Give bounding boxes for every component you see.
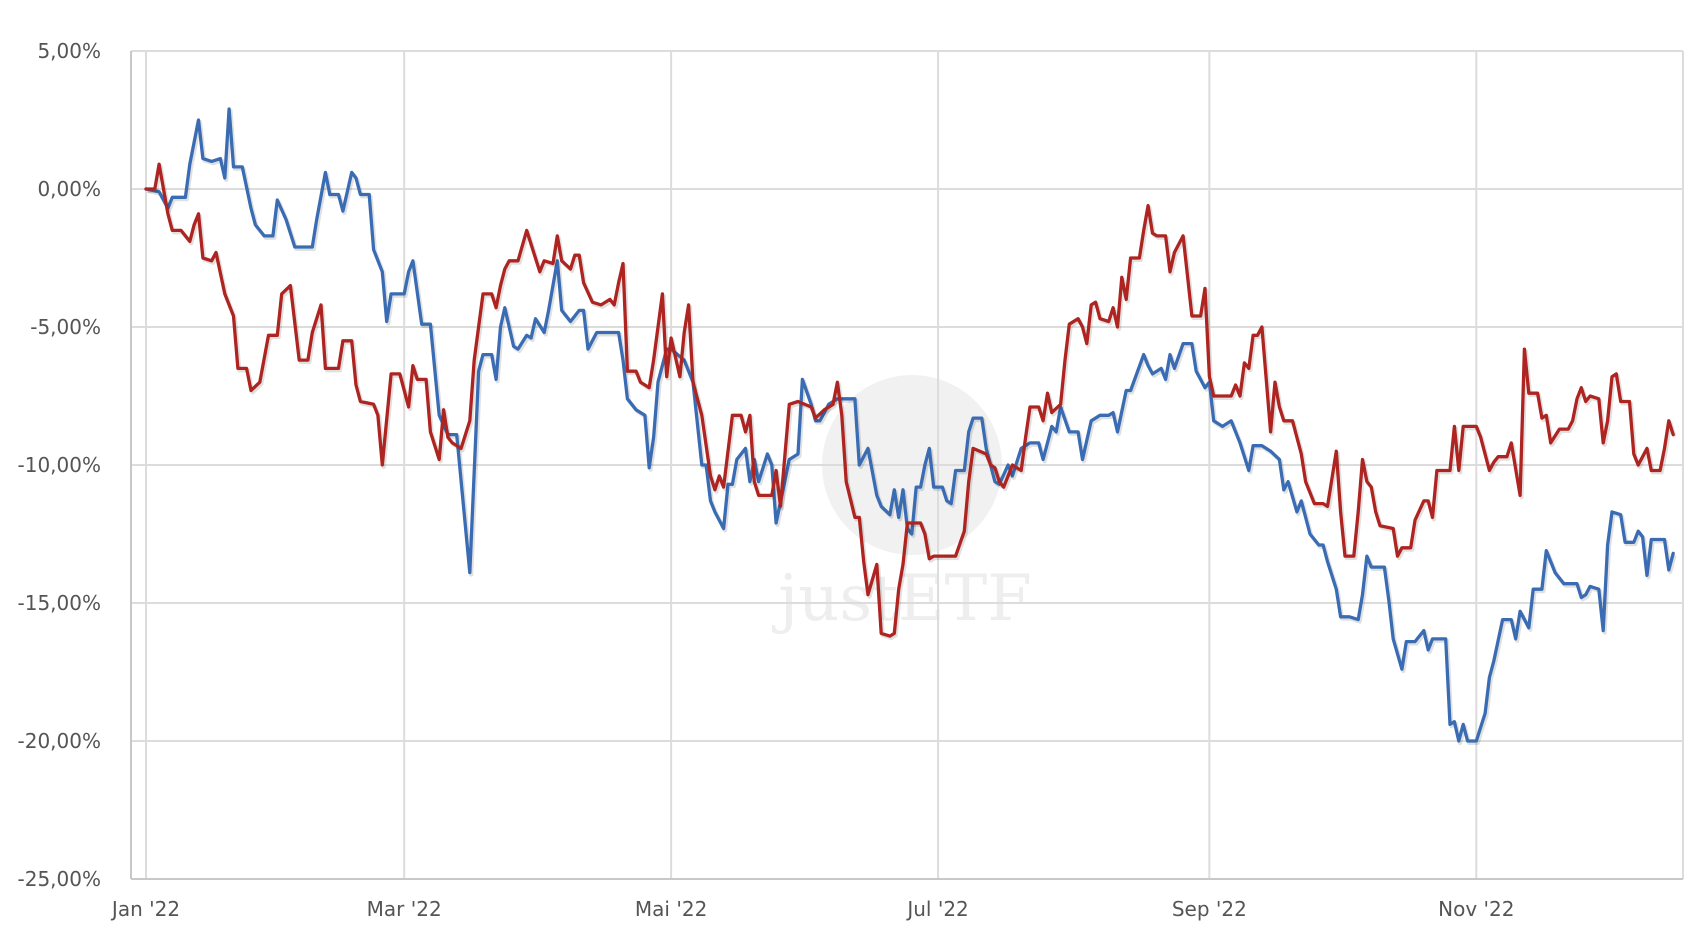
x-tick-label: Mar '22 bbox=[367, 897, 442, 921]
y-axis-ticks: 5,00% 0,00% -5,00% -10,00% -15,00% -20,00% -25… bbox=[18, 39, 101, 891]
y-tick-label: -10,00% bbox=[18, 453, 101, 477]
x-tick-label: Sep '22 bbox=[1172, 897, 1247, 921]
series-line-shadow bbox=[147, 109, 1677, 745]
x-tick-label: Nov '22 bbox=[1438, 897, 1514, 921]
x-tick-label: Jan '22 bbox=[110, 897, 180, 921]
y-tick-label: 5,00% bbox=[37, 39, 101, 63]
y-tick-label: -20,00% bbox=[18, 729, 101, 753]
x-axis-ticks: Jan '22 Mar '22 Mai '22 Jul '22 Sep '22 Nov '… bbox=[110, 897, 1515, 921]
y-tick-label: 0,00% bbox=[37, 177, 101, 201]
series-line-2 bbox=[144, 162, 1675, 638]
x-tick-label: Jul '22 bbox=[905, 897, 968, 921]
y-tick-label: -15,00% bbox=[18, 591, 101, 615]
y-tick-label: -25,00% bbox=[18, 867, 101, 891]
series-line-1 bbox=[144, 107, 1675, 743]
y-tick-label: -5,00% bbox=[30, 315, 101, 339]
series-lines bbox=[144, 107, 1677, 745]
x-tick-label: Mai '22 bbox=[635, 897, 707, 921]
